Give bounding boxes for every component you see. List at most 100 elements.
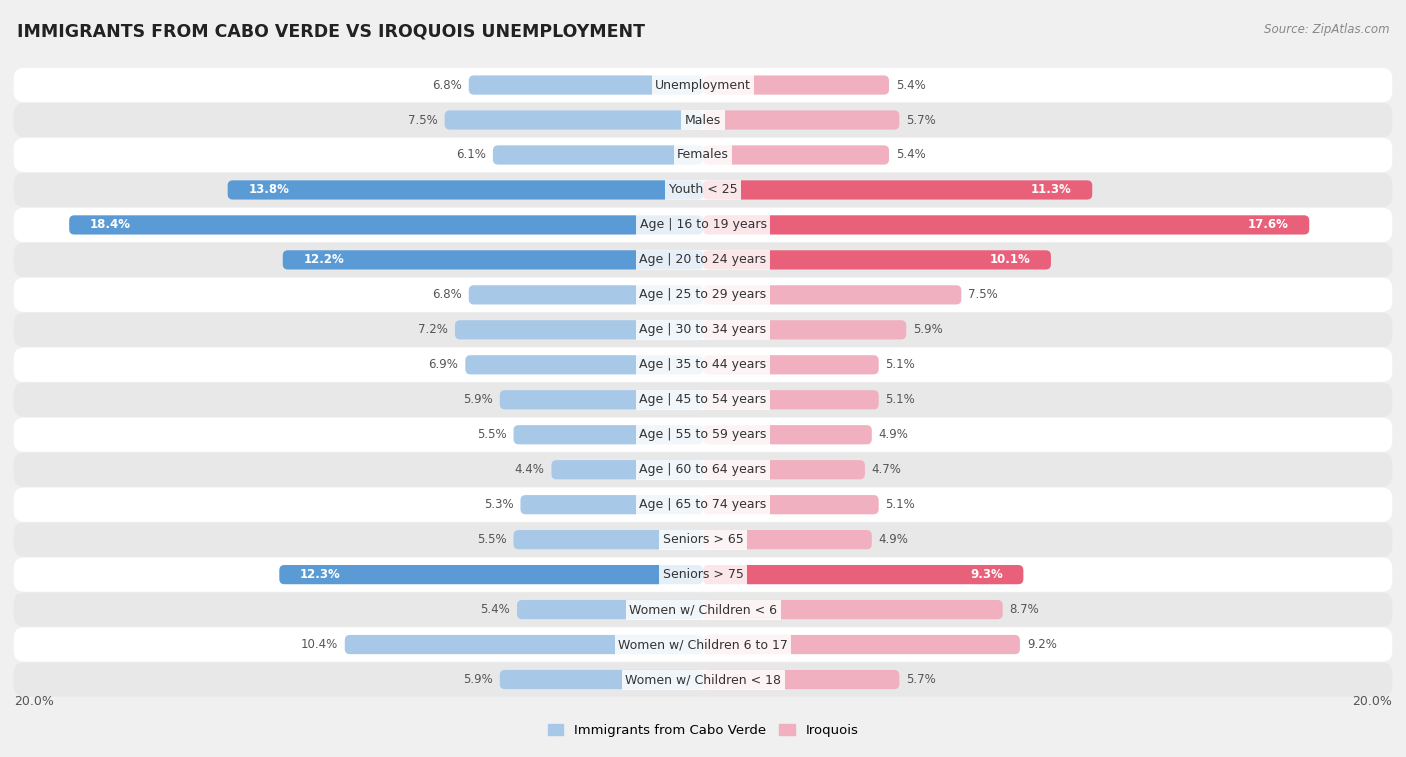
FancyBboxPatch shape [513, 530, 703, 550]
Text: 5.5%: 5.5% [477, 533, 506, 546]
FancyBboxPatch shape [14, 453, 1392, 487]
Text: 6.1%: 6.1% [456, 148, 486, 161]
FancyBboxPatch shape [14, 278, 1392, 312]
Text: Unemployment: Unemployment [655, 79, 751, 92]
Text: 10.4%: 10.4% [301, 638, 337, 651]
FancyBboxPatch shape [280, 565, 703, 584]
FancyBboxPatch shape [14, 173, 1392, 207]
FancyBboxPatch shape [703, 425, 872, 444]
Text: Source: ZipAtlas.com: Source: ZipAtlas.com [1264, 23, 1389, 36]
Text: Age | 16 to 19 years: Age | 16 to 19 years [640, 219, 766, 232]
FancyBboxPatch shape [703, 530, 872, 550]
Text: Youth < 25: Youth < 25 [669, 183, 737, 197]
Text: 11.3%: 11.3% [1031, 183, 1071, 197]
FancyBboxPatch shape [14, 103, 1392, 137]
Text: 4.9%: 4.9% [879, 533, 908, 546]
FancyBboxPatch shape [444, 111, 703, 129]
FancyBboxPatch shape [14, 382, 1392, 417]
Text: 4.4%: 4.4% [515, 463, 544, 476]
FancyBboxPatch shape [14, 628, 1392, 662]
FancyBboxPatch shape [14, 593, 1392, 627]
FancyBboxPatch shape [499, 670, 703, 689]
FancyBboxPatch shape [703, 670, 900, 689]
FancyBboxPatch shape [14, 662, 1392, 696]
Text: 6.8%: 6.8% [432, 288, 461, 301]
Text: 7.2%: 7.2% [418, 323, 449, 336]
Text: Age | 65 to 74 years: Age | 65 to 74 years [640, 498, 766, 511]
FancyBboxPatch shape [468, 285, 703, 304]
Text: 5.1%: 5.1% [886, 498, 915, 511]
Text: Age | 55 to 59 years: Age | 55 to 59 years [640, 428, 766, 441]
Text: 5.1%: 5.1% [886, 358, 915, 371]
FancyBboxPatch shape [703, 285, 962, 304]
FancyBboxPatch shape [283, 251, 703, 269]
Text: 9.3%: 9.3% [970, 568, 1002, 581]
FancyBboxPatch shape [465, 355, 703, 375]
FancyBboxPatch shape [703, 355, 879, 375]
Text: 6.9%: 6.9% [429, 358, 458, 371]
Text: 6.8%: 6.8% [432, 79, 461, 92]
Text: 18.4%: 18.4% [90, 219, 131, 232]
Text: 7.5%: 7.5% [408, 114, 437, 126]
Text: 13.8%: 13.8% [249, 183, 290, 197]
FancyBboxPatch shape [703, 251, 1050, 269]
Text: Seniors > 75: Seniors > 75 [662, 568, 744, 581]
Text: 5.9%: 5.9% [912, 323, 943, 336]
FancyBboxPatch shape [703, 635, 1019, 654]
FancyBboxPatch shape [14, 418, 1392, 452]
Text: IMMIGRANTS FROM CABO VERDE VS IROQUOIS UNEMPLOYMENT: IMMIGRANTS FROM CABO VERDE VS IROQUOIS U… [17, 23, 645, 41]
FancyBboxPatch shape [14, 68, 1392, 102]
FancyBboxPatch shape [520, 495, 703, 514]
Text: Females: Females [678, 148, 728, 161]
FancyBboxPatch shape [14, 347, 1392, 382]
FancyBboxPatch shape [703, 390, 879, 410]
Text: 9.2%: 9.2% [1026, 638, 1057, 651]
Text: 5.4%: 5.4% [896, 148, 925, 161]
FancyBboxPatch shape [14, 488, 1392, 522]
Text: 5.3%: 5.3% [484, 498, 513, 511]
Text: Age | 35 to 44 years: Age | 35 to 44 years [640, 358, 766, 371]
Text: 7.5%: 7.5% [969, 288, 998, 301]
FancyBboxPatch shape [228, 180, 703, 200]
Text: Age | 60 to 64 years: Age | 60 to 64 years [640, 463, 766, 476]
Text: 4.9%: 4.9% [879, 428, 908, 441]
Legend: Immigrants from Cabo Verde, Iroquois: Immigrants from Cabo Verde, Iroquois [543, 719, 863, 743]
FancyBboxPatch shape [14, 207, 1392, 242]
Text: 20.0%: 20.0% [1353, 695, 1392, 708]
FancyBboxPatch shape [14, 313, 1392, 347]
FancyBboxPatch shape [703, 460, 865, 479]
Text: 5.9%: 5.9% [463, 673, 494, 686]
Text: 5.5%: 5.5% [477, 428, 506, 441]
Text: Women w/ Children < 6: Women w/ Children < 6 [628, 603, 778, 616]
Text: 4.7%: 4.7% [872, 463, 901, 476]
FancyBboxPatch shape [344, 635, 703, 654]
Text: 5.7%: 5.7% [907, 114, 936, 126]
Text: Age | 25 to 29 years: Age | 25 to 29 years [640, 288, 766, 301]
FancyBboxPatch shape [703, 320, 907, 339]
FancyBboxPatch shape [551, 460, 703, 479]
FancyBboxPatch shape [703, 180, 1092, 200]
Text: 12.2%: 12.2% [304, 254, 344, 266]
Text: 5.1%: 5.1% [886, 394, 915, 407]
Text: Age | 30 to 34 years: Age | 30 to 34 years [640, 323, 766, 336]
Text: 12.3%: 12.3% [299, 568, 340, 581]
FancyBboxPatch shape [14, 243, 1392, 277]
FancyBboxPatch shape [494, 145, 703, 164]
Text: 5.4%: 5.4% [896, 79, 925, 92]
Text: 8.7%: 8.7% [1010, 603, 1039, 616]
FancyBboxPatch shape [499, 390, 703, 410]
Text: Males: Males [685, 114, 721, 126]
FancyBboxPatch shape [513, 425, 703, 444]
Text: Age | 45 to 54 years: Age | 45 to 54 years [640, 394, 766, 407]
FancyBboxPatch shape [14, 557, 1392, 592]
FancyBboxPatch shape [703, 600, 1002, 619]
FancyBboxPatch shape [703, 145, 889, 164]
FancyBboxPatch shape [703, 215, 1309, 235]
FancyBboxPatch shape [14, 138, 1392, 172]
FancyBboxPatch shape [456, 320, 703, 339]
FancyBboxPatch shape [14, 522, 1392, 557]
FancyBboxPatch shape [703, 495, 879, 514]
FancyBboxPatch shape [703, 76, 889, 95]
Text: Women w/ Children < 18: Women w/ Children < 18 [626, 673, 780, 686]
FancyBboxPatch shape [517, 600, 703, 619]
